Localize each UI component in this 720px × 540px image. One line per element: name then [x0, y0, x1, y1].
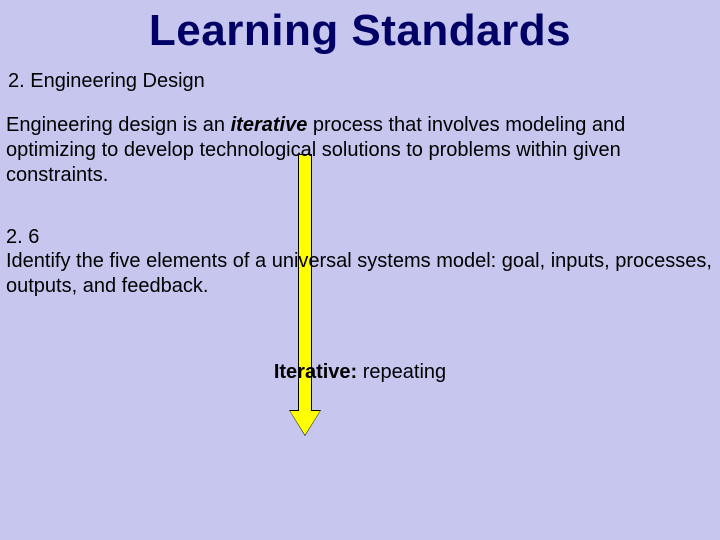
subsection-body: Identify the five elements of a universa… — [0, 249, 720, 299]
definition-line: Iterative: repeating — [0, 299, 720, 384]
arrow-head — [290, 411, 320, 435]
subsection-number: 2. 6 — [0, 188, 720, 249]
section-heading: 2. Engineering Design — [0, 56, 720, 93]
intro-text-pre: Engineering design is an — [6, 114, 231, 136]
intro-emphasis: iterative — [231, 114, 308, 136]
definition-meaning: repeating — [357, 361, 446, 383]
page-title: Learning Standards — [0, 0, 720, 56]
intro-paragraph: Engineering design is an iterative proce… — [0, 93, 720, 188]
definition-term: Iterative: — [274, 361, 357, 383]
